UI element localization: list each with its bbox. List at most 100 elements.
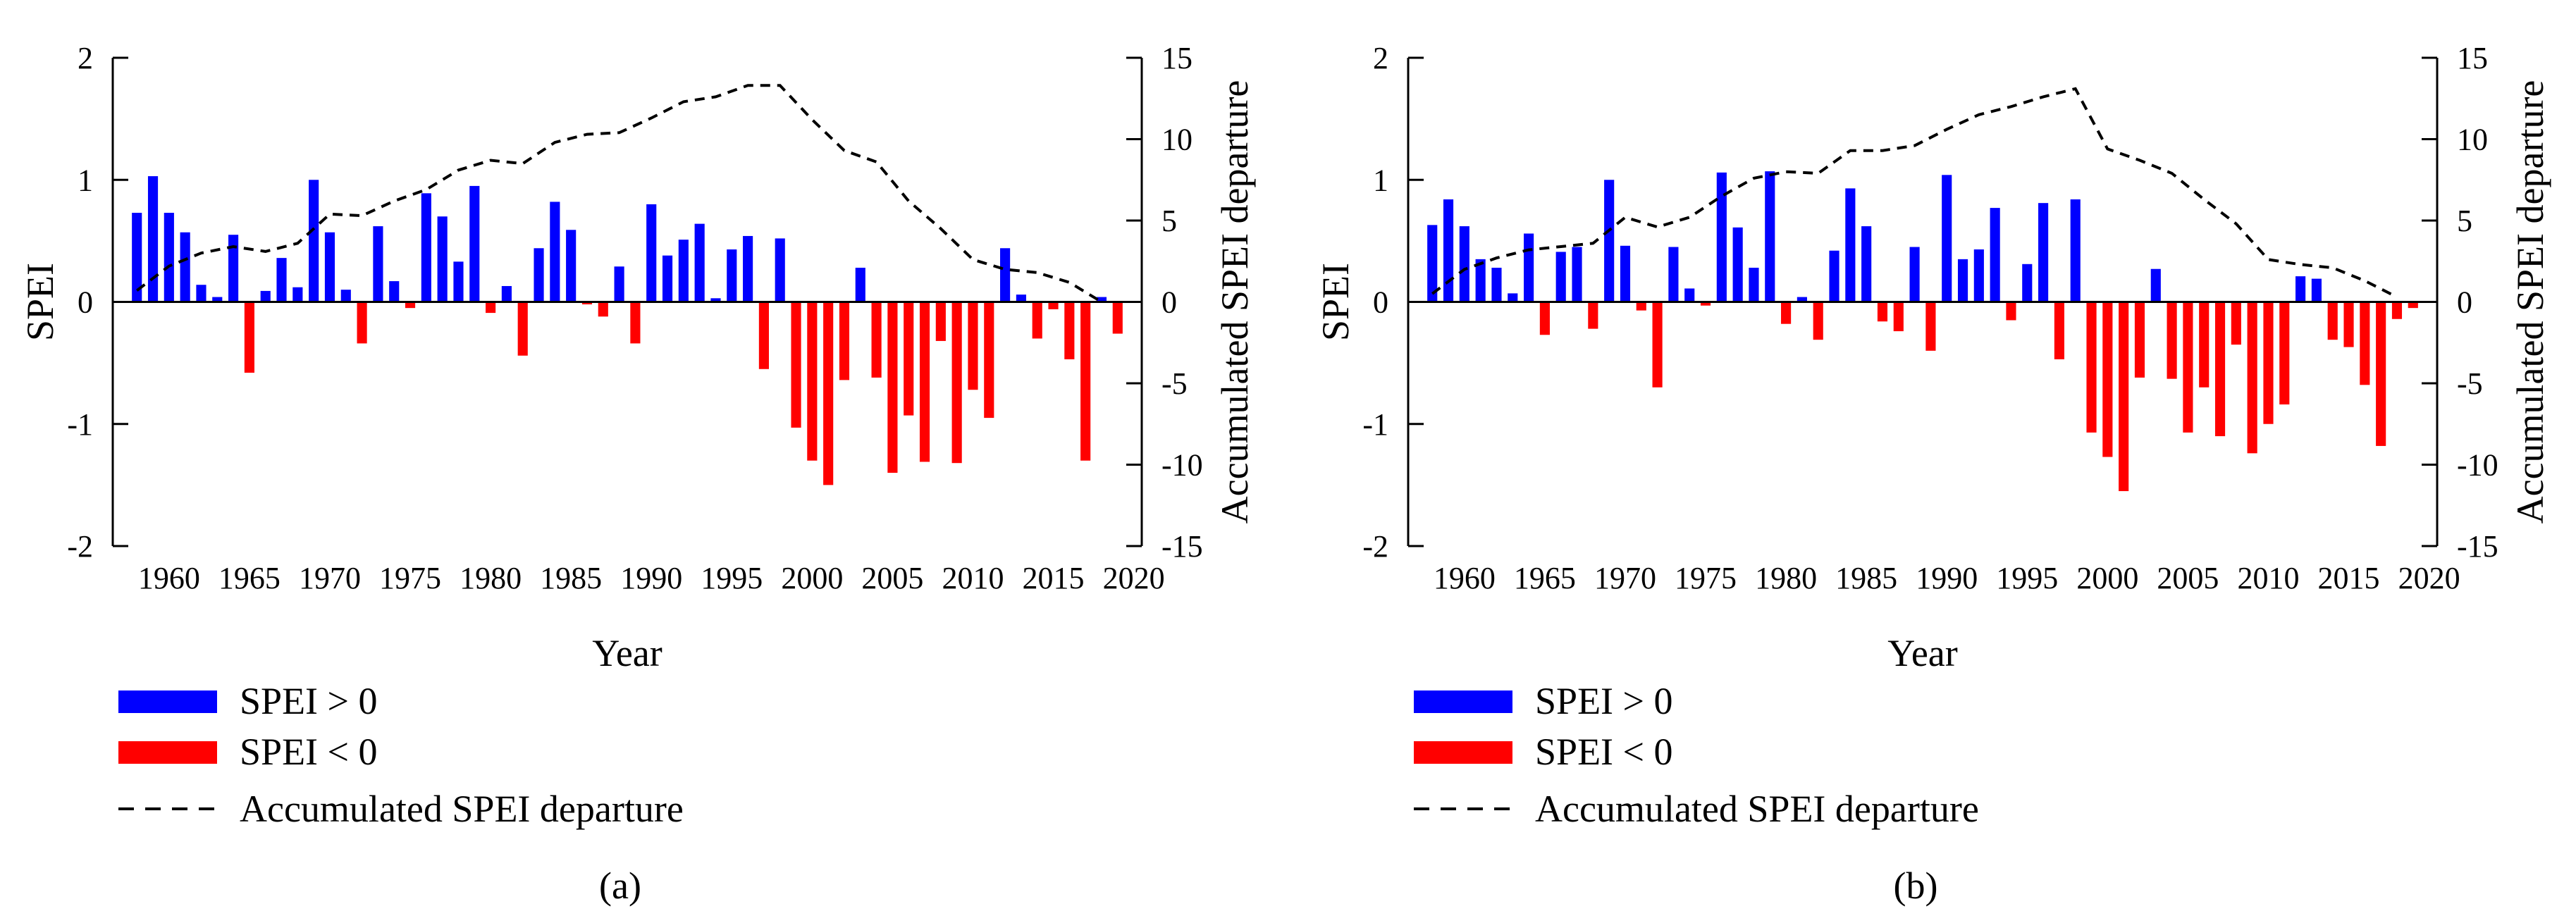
x-tick-label: 1960 (1434, 561, 1496, 595)
spei-bar (630, 302, 641, 344)
left-tick-label: 2 (78, 41, 93, 75)
spei-bar (1893, 302, 1904, 332)
spei-bar (791, 302, 801, 428)
left-tick-label: 1 (78, 163, 93, 197)
spei-bar (2214, 302, 2226, 437)
left-tick-label: -1 (67, 407, 93, 442)
spei-bar (228, 235, 239, 302)
spei-bar (453, 261, 464, 302)
spei-bar (1443, 199, 1454, 302)
y-axis-label: SPEI (19, 263, 61, 341)
x-tick-label: 1980 (460, 561, 522, 595)
spei-bar (1668, 247, 1679, 302)
spei-bar (968, 302, 978, 390)
left-tick-label: -2 (67, 529, 93, 564)
right-tick-label: 5 (2457, 204, 2472, 238)
spei-bar (887, 302, 898, 473)
spei-bar (581, 302, 593, 304)
x-tick-label: 1970 (1594, 561, 1656, 595)
spei-bar (646, 204, 657, 302)
spei-bar (2150, 268, 2161, 302)
spei-bar (2247, 302, 2257, 454)
legend-label-line: Accumulated SPEI departure (240, 788, 684, 830)
x-tick-label: 2020 (2398, 561, 2460, 595)
spei-bar (147, 176, 159, 302)
spei-bar (1700, 302, 1711, 306)
spei-bar (566, 230, 577, 302)
spei-bar (984, 302, 994, 419)
spei-bar (662, 255, 673, 302)
spei-bar (1813, 302, 1823, 340)
spei-bar (678, 240, 689, 302)
legend-label-line: Accumulated SPEI departure (1535, 788, 1979, 830)
spei-bar (2199, 302, 2210, 388)
spei-bar (2279, 302, 2290, 405)
spei-bar (2054, 302, 2064, 359)
accumulated-departure-line (1431, 87, 2398, 299)
x-tick-label: 1985 (540, 561, 602, 595)
spei-bar (292, 287, 303, 302)
spei-bar (1588, 302, 1598, 329)
x-tick-label: 1960 (138, 561, 200, 595)
x-tick-label: 2010 (942, 561, 1004, 595)
spei-bar (2376, 302, 2386, 446)
spei-bar (1909, 247, 1920, 302)
spei-bar (534, 248, 544, 302)
spei-bar (2006, 302, 2016, 321)
left-tick-label: 0 (1373, 285, 1388, 320)
x-tick-label: 2015 (1023, 561, 1085, 595)
right-tick-label: 10 (2457, 123, 2488, 157)
spei-bar (260, 290, 271, 302)
spei-bar (2183, 302, 2193, 433)
spei-bar (437, 216, 448, 302)
right-tick-label: 15 (1161, 41, 1193, 75)
x-tick-label: 2020 (1103, 561, 1165, 595)
legend-label-positive: SPEI > 0 (240, 680, 378, 722)
right-tick-label: 0 (2457, 285, 2472, 320)
spei-bar (1459, 226, 1469, 302)
x-tick-label: 2005 (2157, 561, 2219, 595)
left-tick-label: 2 (1373, 41, 1388, 75)
spei-bar (2408, 302, 2418, 309)
spei-bar (710, 298, 721, 302)
spei-bar (1749, 267, 1759, 302)
spei-bar (501, 285, 512, 302)
spei-bar (1096, 297, 1107, 302)
legend-swatch-negative (118, 741, 217, 764)
spei-bar (1491, 267, 1502, 302)
spei-bar (1990, 208, 2000, 302)
legend-swatch-positive (1414, 690, 1512, 713)
spei-bar (1555, 252, 1566, 302)
spei-bar (1000, 248, 1011, 302)
spei-bar (1797, 297, 1807, 302)
right-tick-label: -15 (1161, 529, 1203, 564)
spei-bar (340, 290, 351, 302)
x-tick-label: 1975 (1675, 561, 1737, 595)
spei-bar (694, 223, 705, 302)
right-tick-label: -15 (2457, 529, 2498, 564)
right-tick-label: 15 (2457, 41, 2488, 75)
spei-bar (1861, 226, 1872, 302)
spei-bar (2360, 302, 2370, 385)
legend-swatch-positive (118, 690, 217, 713)
spei-bar (2327, 302, 2338, 340)
spei-bar (276, 258, 287, 302)
spei-bar (1604, 180, 1615, 302)
spei-bar (904, 302, 914, 416)
spei-bar (2391, 302, 2403, 319)
x-tick-label: 1990 (1916, 561, 1978, 595)
spei-bar (855, 267, 865, 302)
spei-bar (1475, 259, 1486, 302)
spei-bar (1845, 188, 1856, 302)
right-tick-label: 5 (1161, 204, 1177, 238)
spei-bar (2134, 302, 2145, 378)
accumulated-departure-line (135, 84, 1103, 304)
right-tick-label: 0 (1161, 285, 1177, 320)
spei-bar (743, 235, 753, 302)
spei-bar (1765, 171, 1775, 302)
right-tick-label: 10 (1161, 123, 1193, 157)
spei-bar (2263, 302, 2274, 424)
spei-bar (1620, 245, 1631, 302)
